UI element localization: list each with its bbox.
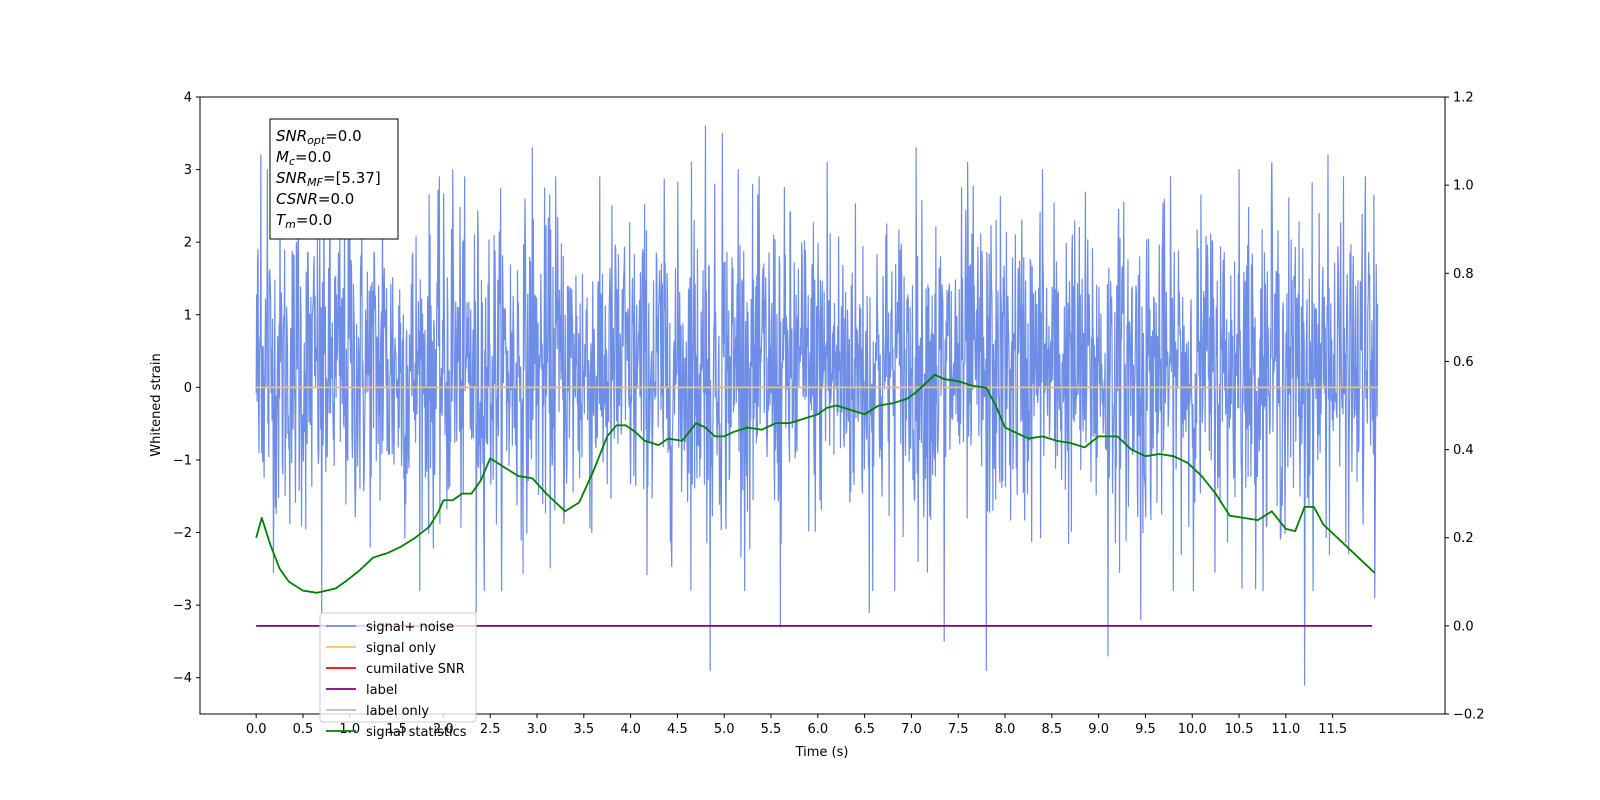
x-tick-label: 11.0 (1271, 722, 1300, 737)
x-tick-label: 0.5 (293, 722, 314, 737)
y-axis-right: −0.2 0.0 0.2 0.4 0.6 0.8 1.0 1.2 (1445, 91, 1485, 723)
y-tick-label: 0 (184, 381, 192, 396)
legend-label: cumilative SNR (366, 662, 465, 677)
y-tick-label: −2 (173, 526, 192, 541)
legend-label: label only (366, 704, 429, 719)
annotation-line: CSNR=0.0 (276, 190, 354, 208)
x-tick-label: 3.5 (573, 722, 594, 737)
series-signal-noise-line (255, 125, 1379, 686)
y2-tick-label: 1.0 (1453, 179, 1474, 194)
y-tick-label: −1 (173, 453, 192, 468)
x-tick-label: 5.5 (761, 722, 782, 737)
annotation-line: SNRMF=[5.37] (276, 169, 381, 189)
y2-tick-label: 0.8 (1453, 267, 1474, 282)
x-tick-label: 4.0 (620, 722, 641, 737)
x-tick-label: 8.0 (995, 722, 1016, 737)
y2-tick-label: 0.2 (1453, 531, 1474, 546)
x-tick-label: 4.5 (667, 722, 688, 737)
annotation-line: SNRopt=0.0 (276, 127, 362, 147)
legend: signal+ noise signal only cumilative SNR la… (319, 612, 477, 740)
x-tick-label: 2.5 (480, 722, 501, 737)
x-tick-label: 11.5 (1318, 722, 1347, 737)
y-axis-left: −4 −3 −2 −1 0 1 2 3 4 (173, 91, 200, 686)
x-axis: 0.0 0.5 1.0 1.5 2.0 2.5 3.0 3.5 4.0 4.5 5.0 5.5 6.0 6… (246, 714, 1347, 737)
x-tick-label: 7.0 (901, 722, 922, 737)
annotation-line: Mc=0.0 (276, 148, 331, 168)
legend-label: signal statistics (366, 725, 467, 740)
y2-tick-label: 0.6 (1453, 355, 1474, 370)
x-tick-label: 6.5 (854, 722, 875, 737)
y-tick-label: 2 (184, 236, 192, 251)
x-tick-label: 5.0 (714, 722, 735, 737)
y-tick-label: −3 (173, 599, 192, 614)
y-tick-label: 3 (184, 163, 192, 178)
legend-frame (319, 612, 477, 723)
x-tick-label: 10.0 (1178, 722, 1207, 737)
annotation-frame (269, 118, 399, 240)
legend-label: signal+ noise (366, 620, 454, 635)
x-tick-label: 10.5 (1225, 722, 1254, 737)
x-tick-label: 8.5 (1041, 722, 1062, 737)
legend-label: label (366, 683, 397, 698)
x-tick-label: 2.0 (433, 722, 454, 737)
x-tick-label: 1.0 (339, 722, 360, 737)
x-axis-label: Time (s) (795, 745, 849, 760)
x-tick-label: 9.0 (1088, 722, 1109, 737)
x-tick-label: 3.0 (527, 722, 548, 737)
plot-area (255, 125, 1379, 686)
y2-tick-label: 0.4 (1453, 443, 1474, 458)
y-tick-label: 1 (184, 308, 192, 323)
x-tick-label: 6.0 (807, 722, 828, 737)
x-tick-label: 1.5 (386, 722, 407, 737)
axes-frame (199, 96, 1446, 715)
x-tick-label: 9.5 (1135, 722, 1156, 737)
y-tick-label: 4 (184, 91, 192, 106)
y-axis-label: Whitened strain (149, 353, 164, 456)
annotation-line: Tm=0.0 (276, 211, 332, 231)
x-tick-label: 7.5 (948, 722, 969, 737)
y2-tick-label: −0.2 (1453, 708, 1485, 723)
legend-label: signal only (366, 641, 436, 656)
y2-tick-label: 0.0 (1453, 619, 1474, 634)
x-tick-label: 0.0 (246, 722, 267, 737)
y-tick-label: −4 (173, 671, 192, 686)
y2-tick-label: 1.2 (1453, 91, 1474, 106)
series-signal-statistics-line (255, 373, 1376, 594)
